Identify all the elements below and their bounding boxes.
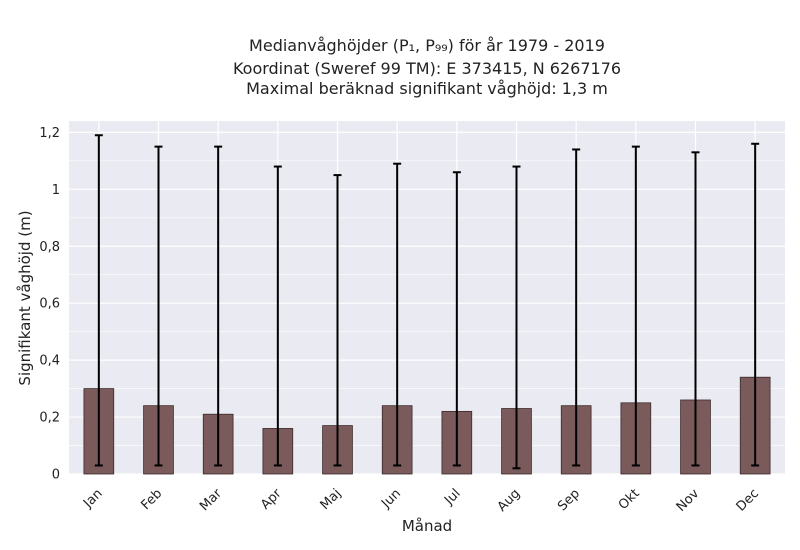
y-tick-label: 0,8 [39,240,60,255]
x-axis: Jan Feb Mar Apr Maj Jun Jul Aug Sep Okt Nov Dec [80,486,762,515]
error-bar-jan [94,134,103,467]
title-line-1: Medianvåghöjder (P₁, P₉₉) för år 1979 - … [249,36,605,55]
error-bar-jun [393,162,402,467]
x-tick-label: Mar [197,486,225,514]
error-bar-okt [631,145,640,467]
error-bar-nov [691,151,700,467]
title-line-3: Maximal beräknad signifikant våghöjd: 1,… [246,79,608,98]
chart-title: Medianvåghöjder (P₁, P₉₉) för år 1979 - … [233,36,621,98]
x-tick-label: Maj [318,486,345,513]
y-tick-label: 1 [52,183,60,198]
error-bar-maj [333,174,342,467]
error-bar-jul [452,171,461,467]
error-bars [94,134,760,470]
plot-area [69,121,785,474]
x-axis-label: Månad [402,517,452,535]
x-tick-label: Aug [495,486,524,515]
y-tick-label: 1,2 [39,126,60,141]
y-tick-label: 0 [52,468,60,483]
error-bar-apr [273,165,282,467]
x-tick-label: Apr [258,486,285,513]
error-bar-mar [214,145,223,467]
y-tick-label: 0,4 [39,354,60,369]
x-tick-label: Nov [674,486,703,515]
y-tick-label: 0,6 [39,297,60,312]
title-line-2: Koordinat (Sweref 99 TM): E 373415, N 62… [233,59,621,78]
x-tick-label: Jan [80,486,105,511]
error-bar-aug [512,165,521,470]
error-bar-feb [154,145,163,467]
x-tick-label: Feb [138,486,165,513]
x-tick-label: Okt [616,486,643,513]
x-tick-label: Dec [734,486,762,514]
y-axis-label: Signifikant våghöjd (m) [16,210,34,385]
x-tick-label: Jul [441,486,463,508]
x-tick-label: Sep [555,486,583,514]
x-tick-label: Jun [378,486,404,512]
y-axis: 0 0,2 0,4 0,6 0,8 1 1,2 [39,126,60,483]
error-bar-dec [751,142,760,467]
error-bar-sep [572,148,581,467]
y-tick-label: 0,2 [39,411,60,426]
